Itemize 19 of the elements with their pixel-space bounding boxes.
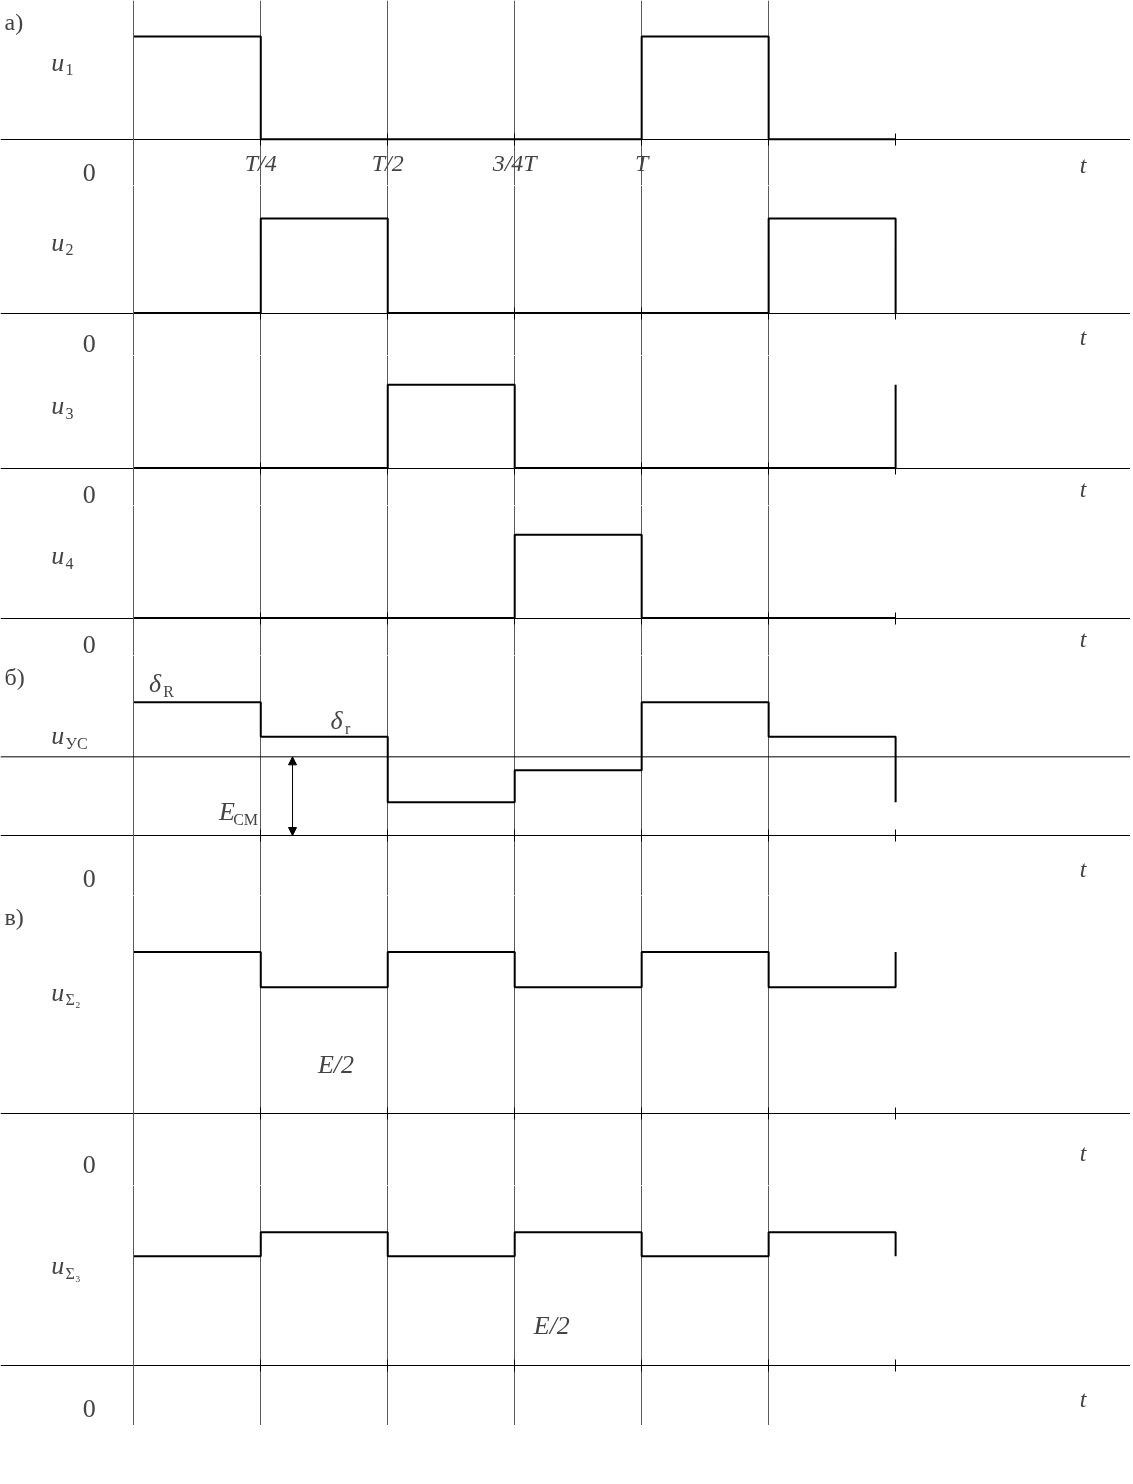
x-axis-title: t: [1079, 625, 1088, 652]
annotation: E/2: [316, 1050, 355, 1080]
x-axis-title: t: [1079, 323, 1088, 350]
text: 0: [82, 630, 96, 660]
text: 0: [82, 863, 96, 893]
text: в): [4, 903, 24, 930]
x-axis-title: t: [1079, 1385, 1088, 1412]
text: б): [4, 663, 25, 690]
x-axis-title: t: [1079, 475, 1088, 502]
text: 0: [82, 328, 96, 358]
x-axis-title: t: [1079, 855, 1088, 882]
text: 0: [82, 1393, 96, 1423]
text: 0: [82, 157, 96, 187]
x-axis-title: t: [1079, 1140, 1088, 1167]
x-axis-title: t: [1079, 151, 1088, 178]
annotation: E/2: [532, 1311, 570, 1340]
text: 0: [82, 480, 96, 510]
text: 0: [82, 1150, 96, 1180]
text: а): [4, 8, 24, 35]
